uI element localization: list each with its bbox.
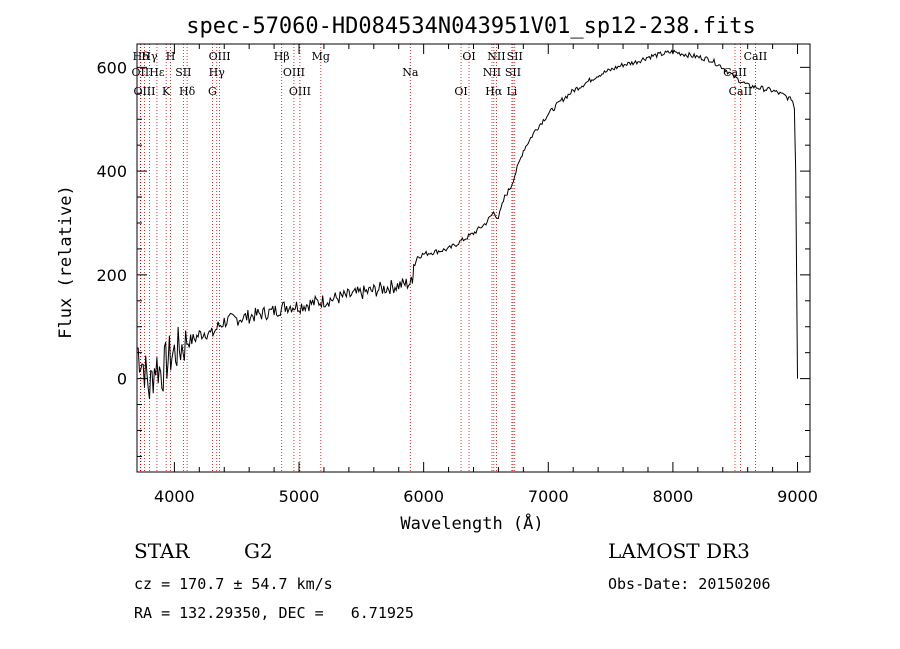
emission-line-label: Hγ	[141, 50, 158, 63]
emission-line-label: K	[162, 85, 171, 98]
x-tick-label: 8000	[653, 487, 694, 506]
emission-line-label: CaII	[744, 50, 768, 63]
x-tick-label: 7000	[528, 487, 569, 506]
object-class: STAR	[134, 539, 190, 563]
subclass: G2	[244, 539, 273, 563]
emission-line-label: CaII	[723, 66, 747, 79]
survey-name: LAMOST DR3	[608, 539, 750, 563]
emission-line-label: Li	[506, 85, 517, 98]
emission-line-label: OIII	[209, 50, 231, 63]
x-tick-label: 6000	[403, 487, 444, 506]
emission-line-label: OI	[454, 85, 467, 98]
emission-line-label: Hε	[149, 66, 165, 79]
emission-line-label: H	[166, 50, 176, 63]
emission-line-label: SII	[175, 66, 191, 79]
emission-line-label: Mg	[312, 50, 330, 63]
emission-line-label: G	[208, 85, 217, 98]
y-tick-label: 200	[96, 266, 127, 285]
coordinates: RA = 132.29350, DEC = 6.71925	[134, 604, 414, 622]
emission-line-label: NII	[487, 50, 505, 63]
y-tick-label: 600	[96, 58, 127, 77]
emission-line-label: OIII	[133, 85, 155, 98]
obs-date: Obs-Date: 20150206	[608, 575, 771, 593]
emission-line-label: Hγ	[209, 66, 226, 79]
chart-title: spec-57060-HD084534N043951V01_sp12-238.f…	[186, 14, 756, 39]
emission-line-label: OI	[462, 50, 475, 63]
x-axis-label: Wavelength (Å)	[400, 512, 543, 534]
emission-line-label: OII	[132, 66, 150, 79]
spectrum-line	[136, 49, 798, 400]
y-axis-ticks: 0 200 400 600	[96, 58, 810, 457]
emission-line-label: Hβ	[274, 50, 290, 63]
emission-line-label: OIII	[283, 66, 305, 79]
y-tick-label: 0	[117, 370, 127, 389]
plot-frame	[136, 43, 811, 473]
emission-line-label: CaII	[729, 85, 753, 98]
emission-labels-layer: HδOIIOIIIHγHεKHSIIHδOIIIHγGHβOIIIOIIIMgN…	[132, 50, 768, 98]
emission-line-label: Hδ	[179, 85, 196, 98]
emission-lines-layer	[139, 44, 756, 472]
x-axis-ticks: 4000 5000 6000 7000 8000 9000	[154, 44, 818, 506]
x-tick-label: 5000	[279, 487, 320, 506]
emission-line-label: OIII	[289, 85, 311, 98]
x-tick-label: 9000	[777, 487, 818, 506]
emission-line-label: Hα	[485, 85, 503, 98]
emission-line-label: SII	[505, 66, 521, 79]
x-tick-label: 4000	[154, 487, 195, 506]
emission-line-label: NII	[483, 66, 501, 79]
redshift-velocity: cz = 170.7 ± 54.7 km/s	[134, 575, 333, 593]
y-tick-label: 400	[96, 162, 127, 181]
y-axis-label: Flux (relative)	[56, 185, 76, 339]
emission-line-label: Na	[402, 66, 419, 79]
emission-line-label: SII	[507, 50, 523, 63]
